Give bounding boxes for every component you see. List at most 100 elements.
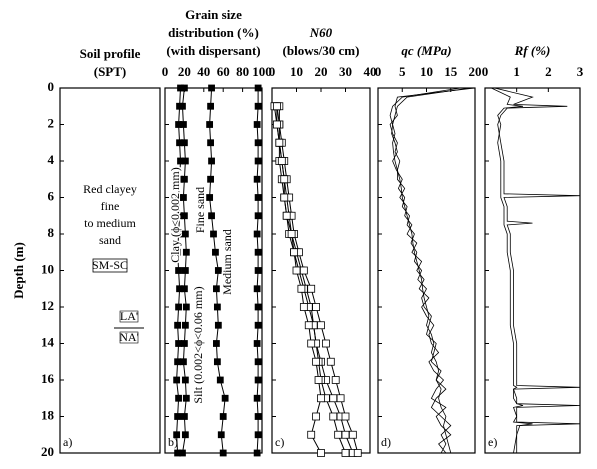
marker bbox=[180, 194, 187, 201]
y-tick-label: 20 bbox=[41, 444, 54, 459]
marker bbox=[213, 303, 221, 311]
series-line bbox=[389, 87, 476, 454]
marker bbox=[299, 266, 308, 275]
soil-description: to medium bbox=[84, 216, 136, 230]
marker bbox=[213, 358, 221, 366]
series-line bbox=[494, 87, 581, 454]
x-tick-label: 10 bbox=[290, 64, 303, 79]
marker bbox=[254, 413, 262, 420]
marker bbox=[312, 303, 321, 311]
na-box bbox=[119, 331, 139, 344]
marker bbox=[312, 357, 321, 366]
marker bbox=[280, 193, 289, 202]
panel-title: (blows/30 cm) bbox=[283, 43, 360, 58]
marker bbox=[213, 340, 220, 347]
marker bbox=[182, 394, 190, 402]
x-tick-label: 40 bbox=[197, 64, 210, 79]
series-line bbox=[392, 87, 471, 454]
panel-title: qc (MPa) bbox=[401, 43, 451, 58]
x-tick-label: 2 bbox=[545, 64, 552, 79]
zone-label: Silt (0.002<ϕ<0.06 mm) bbox=[191, 286, 205, 403]
marker bbox=[253, 175, 261, 183]
marker bbox=[329, 394, 338, 403]
marker bbox=[254, 267, 262, 274]
y-tick-label: 18 bbox=[41, 407, 55, 422]
panel-title: Rf (%) bbox=[514, 43, 551, 58]
marker bbox=[326, 357, 335, 366]
x-tick-label: 5 bbox=[399, 64, 406, 79]
marker bbox=[180, 139, 188, 147]
marker bbox=[175, 394, 182, 402]
x-tick-label: 15 bbox=[444, 64, 458, 79]
marker bbox=[254, 248, 262, 256]
marker bbox=[307, 284, 316, 293]
x-tick-label: 0 bbox=[482, 64, 489, 79]
panel-frame bbox=[484, 87, 581, 454]
panel-label: d) bbox=[381, 435, 391, 449]
marker bbox=[175, 230, 182, 238]
marker bbox=[254, 157, 262, 165]
x-tick-label: 20 bbox=[469, 64, 482, 79]
panel-label: b) bbox=[168, 435, 178, 449]
y-tick-label: 8 bbox=[48, 225, 55, 240]
panel-label: c) bbox=[275, 435, 284, 449]
marker bbox=[254, 431, 262, 439]
marker bbox=[180, 84, 188, 92]
marker bbox=[180, 175, 188, 183]
marker bbox=[208, 84, 215, 92]
marker bbox=[180, 285, 188, 293]
marker bbox=[290, 248, 298, 257]
panel-title: N60 bbox=[309, 25, 333, 40]
marker bbox=[208, 157, 215, 165]
marker bbox=[175, 303, 182, 311]
y-tick-label: 10 bbox=[41, 261, 54, 276]
marker bbox=[287, 230, 296, 238]
marker bbox=[181, 376, 189, 384]
marker bbox=[317, 321, 325, 330]
marker bbox=[175, 340, 182, 347]
marker bbox=[181, 431, 189, 439]
panel-label: e) bbox=[488, 435, 497, 449]
marker bbox=[182, 303, 190, 311]
zone-label: Clay (ϕ<0.002 mm) bbox=[168, 167, 182, 262]
marker bbox=[181, 267, 189, 274]
marker bbox=[292, 266, 301, 275]
marker bbox=[314, 376, 323, 384]
marker bbox=[307, 430, 316, 439]
marker bbox=[299, 303, 308, 311]
marker bbox=[253, 449, 261, 457]
panel-title: distribution (%) bbox=[168, 25, 259, 40]
panel-title: Grain size bbox=[185, 7, 242, 22]
soil-description: fine bbox=[101, 199, 120, 213]
marker bbox=[206, 194, 214, 201]
marker bbox=[348, 430, 357, 439]
y-tick-label: 2 bbox=[48, 115, 55, 130]
marker bbox=[206, 121, 214, 128]
classification-box bbox=[92, 258, 128, 273]
marker bbox=[173, 376, 181, 384]
marker bbox=[174, 321, 182, 329]
marker bbox=[219, 449, 227, 457]
y-tick-label: 14 bbox=[41, 334, 55, 349]
marker bbox=[181, 157, 189, 165]
upper-label: LA' bbox=[120, 309, 138, 323]
panel-title: Soil profile bbox=[80, 46, 141, 61]
x-tick-label: 0 bbox=[162, 64, 169, 79]
marker bbox=[182, 248, 190, 256]
marker bbox=[208, 212, 215, 220]
panel-title: (SPT) bbox=[94, 64, 127, 79]
zone-label: Fine sand bbox=[193, 187, 207, 233]
series-line bbox=[389, 87, 461, 454]
marker bbox=[254, 376, 262, 384]
y-tick-label: 6 bbox=[48, 188, 55, 203]
marker bbox=[341, 449, 350, 457]
marker bbox=[329, 412, 338, 421]
marker bbox=[297, 284, 306, 293]
marker bbox=[254, 139, 262, 147]
marker bbox=[214, 267, 222, 274]
marker bbox=[180, 340, 188, 347]
x-tick-label: 80 bbox=[236, 64, 249, 79]
marker bbox=[181, 230, 189, 238]
marker bbox=[341, 412, 350, 421]
zone-label: Medium sand bbox=[220, 229, 234, 295]
